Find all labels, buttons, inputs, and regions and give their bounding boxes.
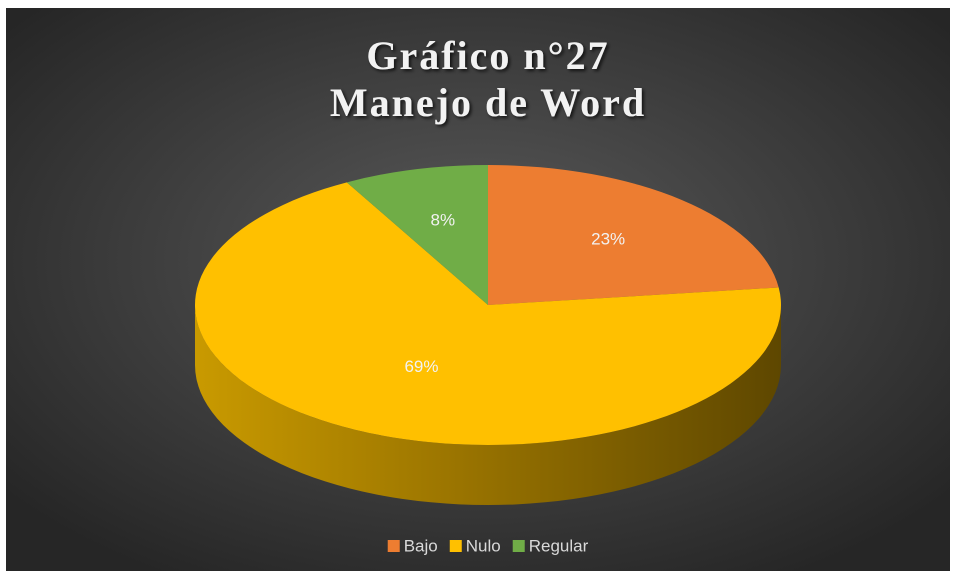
data-label: 69%	[404, 357, 438, 376]
chart-title: Gráfico n°27	[366, 33, 609, 78]
legend-label: Bajo	[404, 536, 438, 555]
data-label: 8%	[431, 210, 456, 229]
pie-slice	[488, 165, 779, 305]
pie-slice	[195, 182, 782, 445]
legend-swatch	[449, 540, 462, 552]
data-label: 23%	[591, 229, 625, 248]
chart-title: Manejo de Word	[330, 80, 646, 125]
legend-swatch	[387, 540, 400, 552]
legend-label: Regular	[529, 536, 589, 555]
pie-slice	[346, 165, 488, 305]
legend-swatch	[512, 540, 525, 552]
pie-side	[195, 305, 781, 505]
legend-label: Nulo	[466, 536, 501, 555]
